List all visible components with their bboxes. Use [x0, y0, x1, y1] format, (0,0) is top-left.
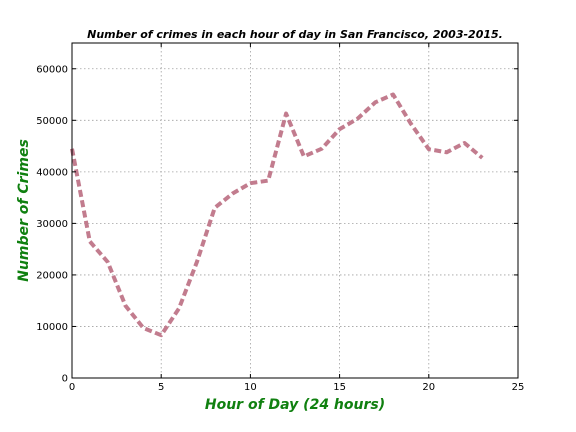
y-tick-label: 20000 [36, 270, 68, 281]
x-tick-label: 15 [333, 382, 346, 393]
y-tick-label: 0 [62, 374, 68, 385]
y-axis-label: Number of Crimes [16, 139, 32, 282]
grid-lines [72, 43, 518, 378]
y-tick-label: 10000 [36, 322, 68, 333]
axis-ticks: 0 5 10 15 20 25 0 10000 20000 30000 40000 50000 6000… [36, 43, 524, 393]
x-tick-label: 5 [158, 382, 164, 393]
y-tick-label: 60000 [36, 64, 68, 75]
series-line [70, 92, 484, 338]
x-tick-label: 25 [512, 382, 525, 393]
y-tick-label: 50000 [36, 116, 68, 127]
y-tick-label: 40000 [36, 167, 68, 178]
series-line-layer [70, 92, 484, 338]
x-tick-label: 0 [69, 382, 75, 393]
plot-frame [71, 42, 519, 379]
x-tick-label: 20 [422, 382, 435, 393]
chart-title: Number of crimes in each hour of day in … [87, 28, 503, 41]
x-axis-label: Hour of Day (24 hours) [205, 397, 385, 413]
x-tick-label: 10 [244, 382, 257, 393]
y-tick-label: 30000 [36, 219, 68, 230]
